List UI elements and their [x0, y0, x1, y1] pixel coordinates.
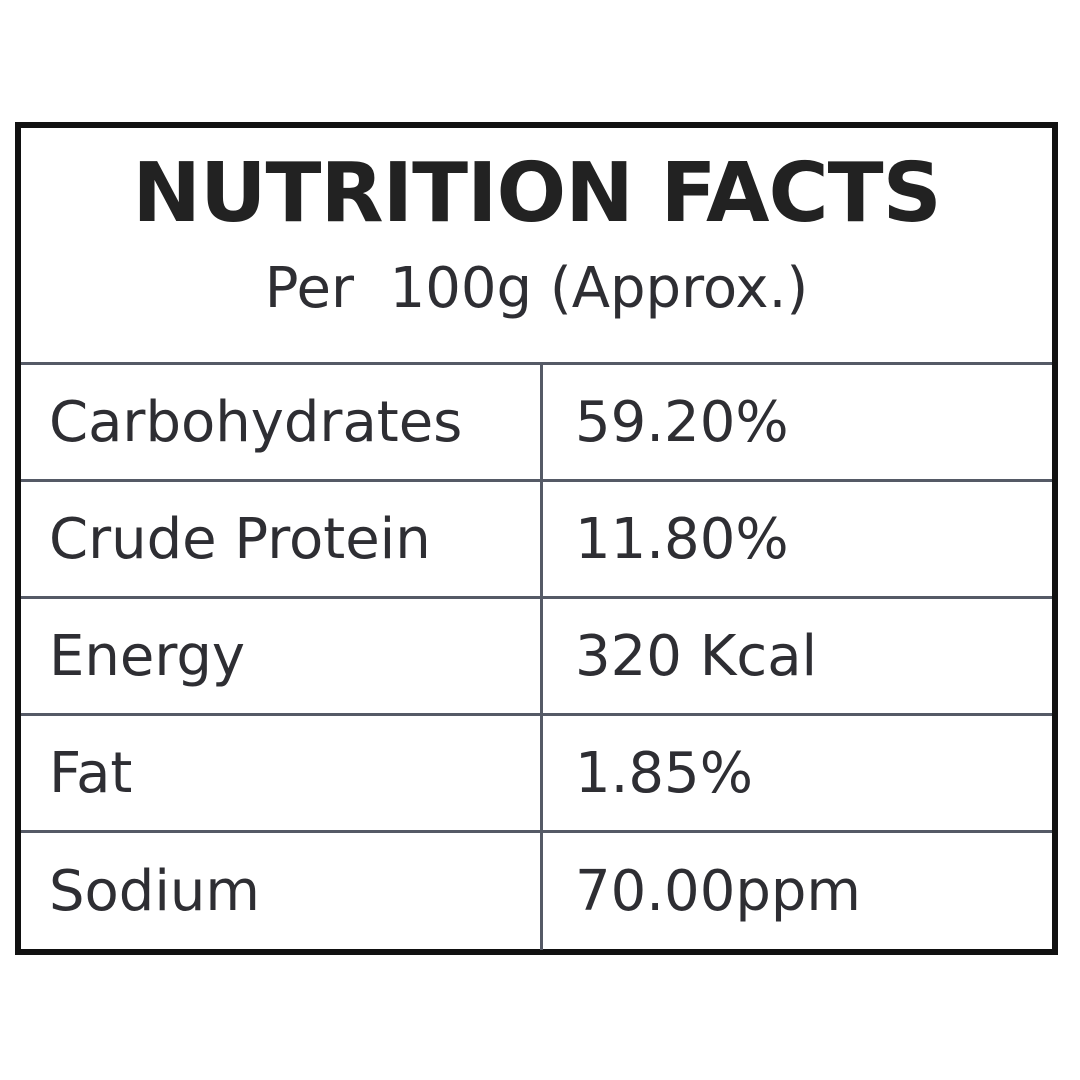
nutrient-name: Energy [21, 599, 543, 713]
nutrient-name: Sodium [21, 833, 543, 950]
nutrient-value: 1.85% [575, 740, 753, 806]
nutrient-value: 59.20% [575, 389, 789, 455]
nutrient-value: 70.00ppm [575, 859, 861, 924]
nutrition-panel: NUTRITION FACTS Per 100g (Approx.) Carbo… [15, 122, 1058, 955]
nutrient-name: Fat [21, 716, 543, 830]
nutrient-name: Carbohydrates [21, 365, 543, 479]
title: NUTRITION FACTS [132, 146, 941, 241]
nutrient-value: 320 Kcal [575, 623, 818, 689]
table-row: Fat 1.85% [21, 716, 1052, 833]
table-row: Crude Protein 11.80% [21, 482, 1052, 599]
table-row: Energy 320 Kcal [21, 599, 1052, 716]
nutrient-name: Crude Protein [21, 482, 543, 596]
table-row: Carbohydrates 59.20% [21, 365, 1052, 482]
nutrient-value: 11.80% [575, 506, 789, 572]
subtitle: Per 100g (Approx.) [264, 256, 809, 321]
nutrition-table: Carbohydrates 59.20% Crude Protein 11.80% En… [21, 362, 1052, 950]
table-row: Sodium 70.00ppm [21, 833, 1052, 950]
